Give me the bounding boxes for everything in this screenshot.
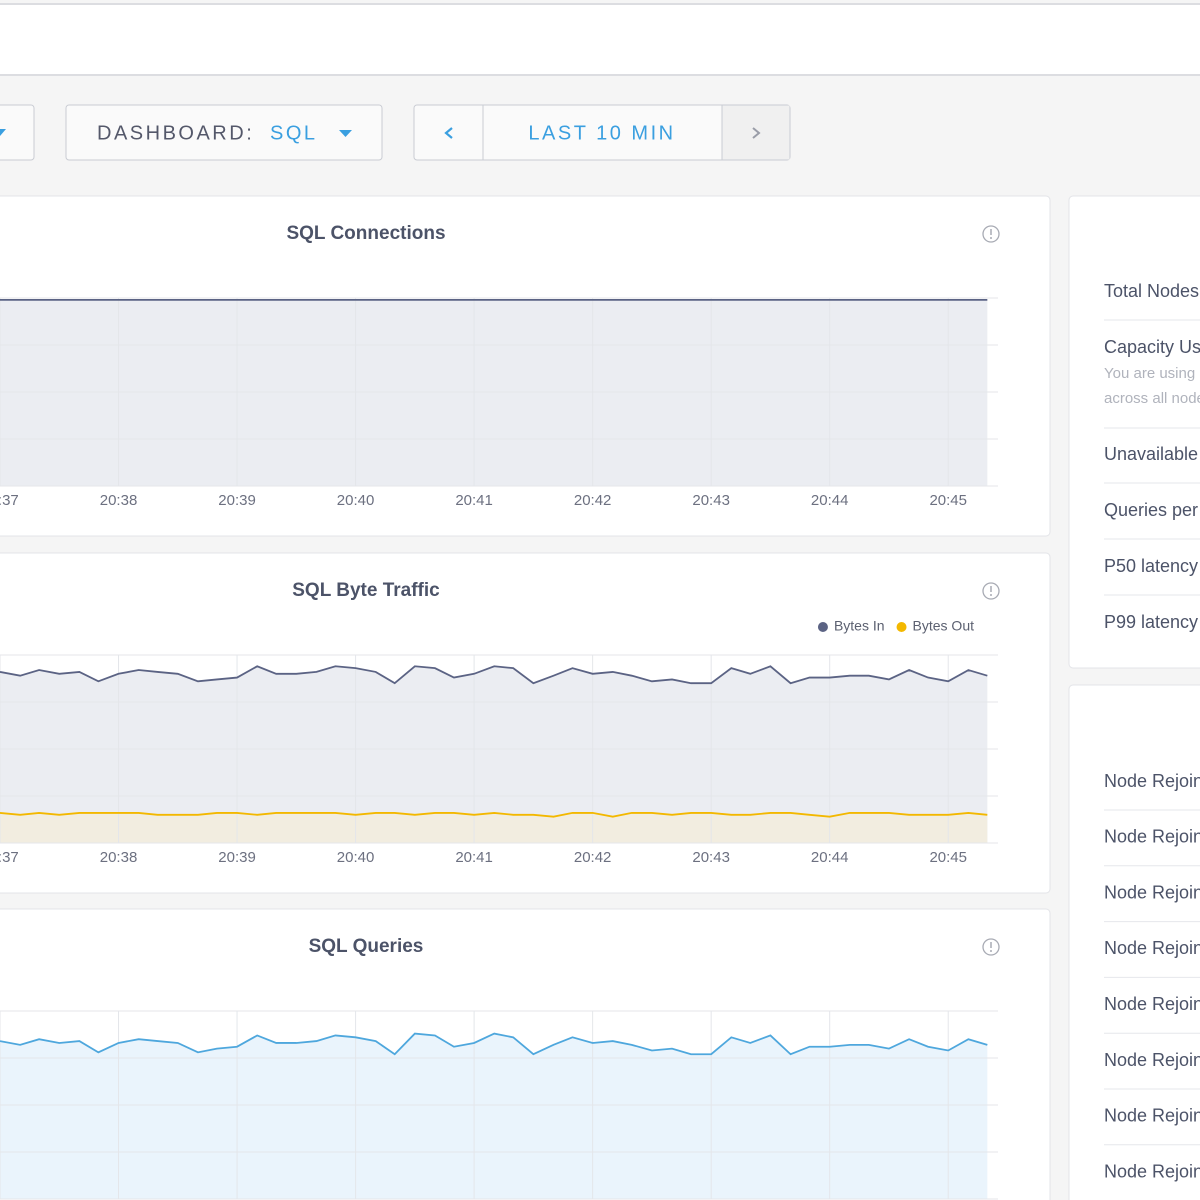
summary-item: P99 latency — [1104, 612, 1198, 632]
dashboard-value: SQL — [270, 122, 318, 144]
chart-title: SQL Byte Traffic — [292, 580, 440, 601]
x-tick-label: 20:41 — [455, 849, 493, 866]
x-tick-label: 20:43 — [692, 849, 730, 866]
caret — [0, 129, 6, 136]
series-line — [0, 665, 988, 685]
legend-label: Bytes Out — [913, 618, 975, 634]
prev-button[interactable] — [444, 127, 453, 139]
x-tick-label: 20:45 — [929, 492, 967, 509]
x-tick-label: 20:38 — [100, 849, 138, 866]
dashboard-label: DASHBOARD: — [97, 122, 254, 144]
events-panel — [1068, 684, 1200, 1200]
area — [0, 1033, 988, 1199]
event-item: Node Rejoined — [1104, 1161, 1200, 1181]
summary-note: across all nodes — [1104, 390, 1200, 407]
next-bg — [722, 105, 790, 160]
plot — [0, 654, 998, 844]
x-tick-label: 20:39 — [218, 849, 256, 866]
event-item: Node Rejoined — [1104, 1050, 1200, 1070]
event-item: Node Rejoined — [1104, 771, 1200, 791]
legend-label: Bytes In — [834, 618, 885, 634]
x-tick-label: 20:38 — [100, 492, 138, 509]
info-icon — [982, 225, 1000, 243]
plot — [0, 297, 998, 487]
summary-panel — [1068, 195, 1200, 669]
series-line — [0, 812, 988, 818]
dashboard-selector[interactable] — [65, 104, 383, 161]
plot — [0, 1010, 998, 1200]
summary-item: Total Nodes — [1104, 281, 1199, 301]
event-item: Node Rejoined — [1104, 994, 1200, 1014]
x-tick-label: 20:37 — [0, 492, 19, 509]
caret — [339, 130, 352, 137]
x-tick-label: 20:40 — [337, 492, 375, 509]
x-tick-label: 20:42 — [574, 492, 612, 509]
x-tick-label: 20:42 — [574, 849, 612, 866]
area — [0, 666, 988, 843]
event-item: Node Rejoined — [1104, 1106, 1200, 1126]
info-icon — [990, 950, 992, 952]
area — [0, 299, 988, 486]
x-tick-label: 20:44 — [811, 492, 849, 509]
info-icon — [990, 237, 992, 239]
event-item: Node Rejoined — [1104, 938, 1200, 958]
legend-swatch — [896, 622, 907, 632]
chart-title: SQL Connections — [286, 223, 445, 244]
x-tick-label: 20:44 — [811, 849, 849, 866]
node-selector[interactable] — [0, 104, 35, 161]
info-icon — [982, 582, 1000, 600]
area — [0, 812, 988, 843]
x-tick-label: 20:41 — [455, 492, 493, 509]
x-tick-label: 20:40 — [337, 849, 375, 866]
summary-note: You are using — [1104, 365, 1195, 382]
time-range-label[interactable]: LAST 10 MIN — [528, 122, 675, 144]
event-item: Node Rejoined — [1104, 827, 1200, 847]
chart-title: SQL Queries — [309, 936, 424, 957]
x-tick-label: 20:37 — [0, 849, 19, 866]
info-icon — [982, 938, 1000, 956]
summary-item: Unavailable ranges — [1104, 444, 1200, 464]
x-tick-label: 20:43 — [692, 492, 730, 509]
x-tick-label: 20:45 — [929, 849, 967, 866]
legend-swatch — [817, 622, 828, 632]
x-tick-label: 20:39 — [218, 492, 256, 509]
summary-item: Capacity Usage — [1104, 337, 1200, 357]
next-button[interactable] — [752, 127, 761, 139]
series-line — [0, 1032, 988, 1056]
time-range — [413, 104, 791, 161]
summary-item: Queries per second — [1104, 500, 1200, 520]
event-item: Node Rejoined — [1104, 882, 1200, 902]
summary-item: P50 latency — [1104, 556, 1198, 576]
header-bar — [0, 3, 1200, 76]
info-icon — [990, 594, 992, 596]
